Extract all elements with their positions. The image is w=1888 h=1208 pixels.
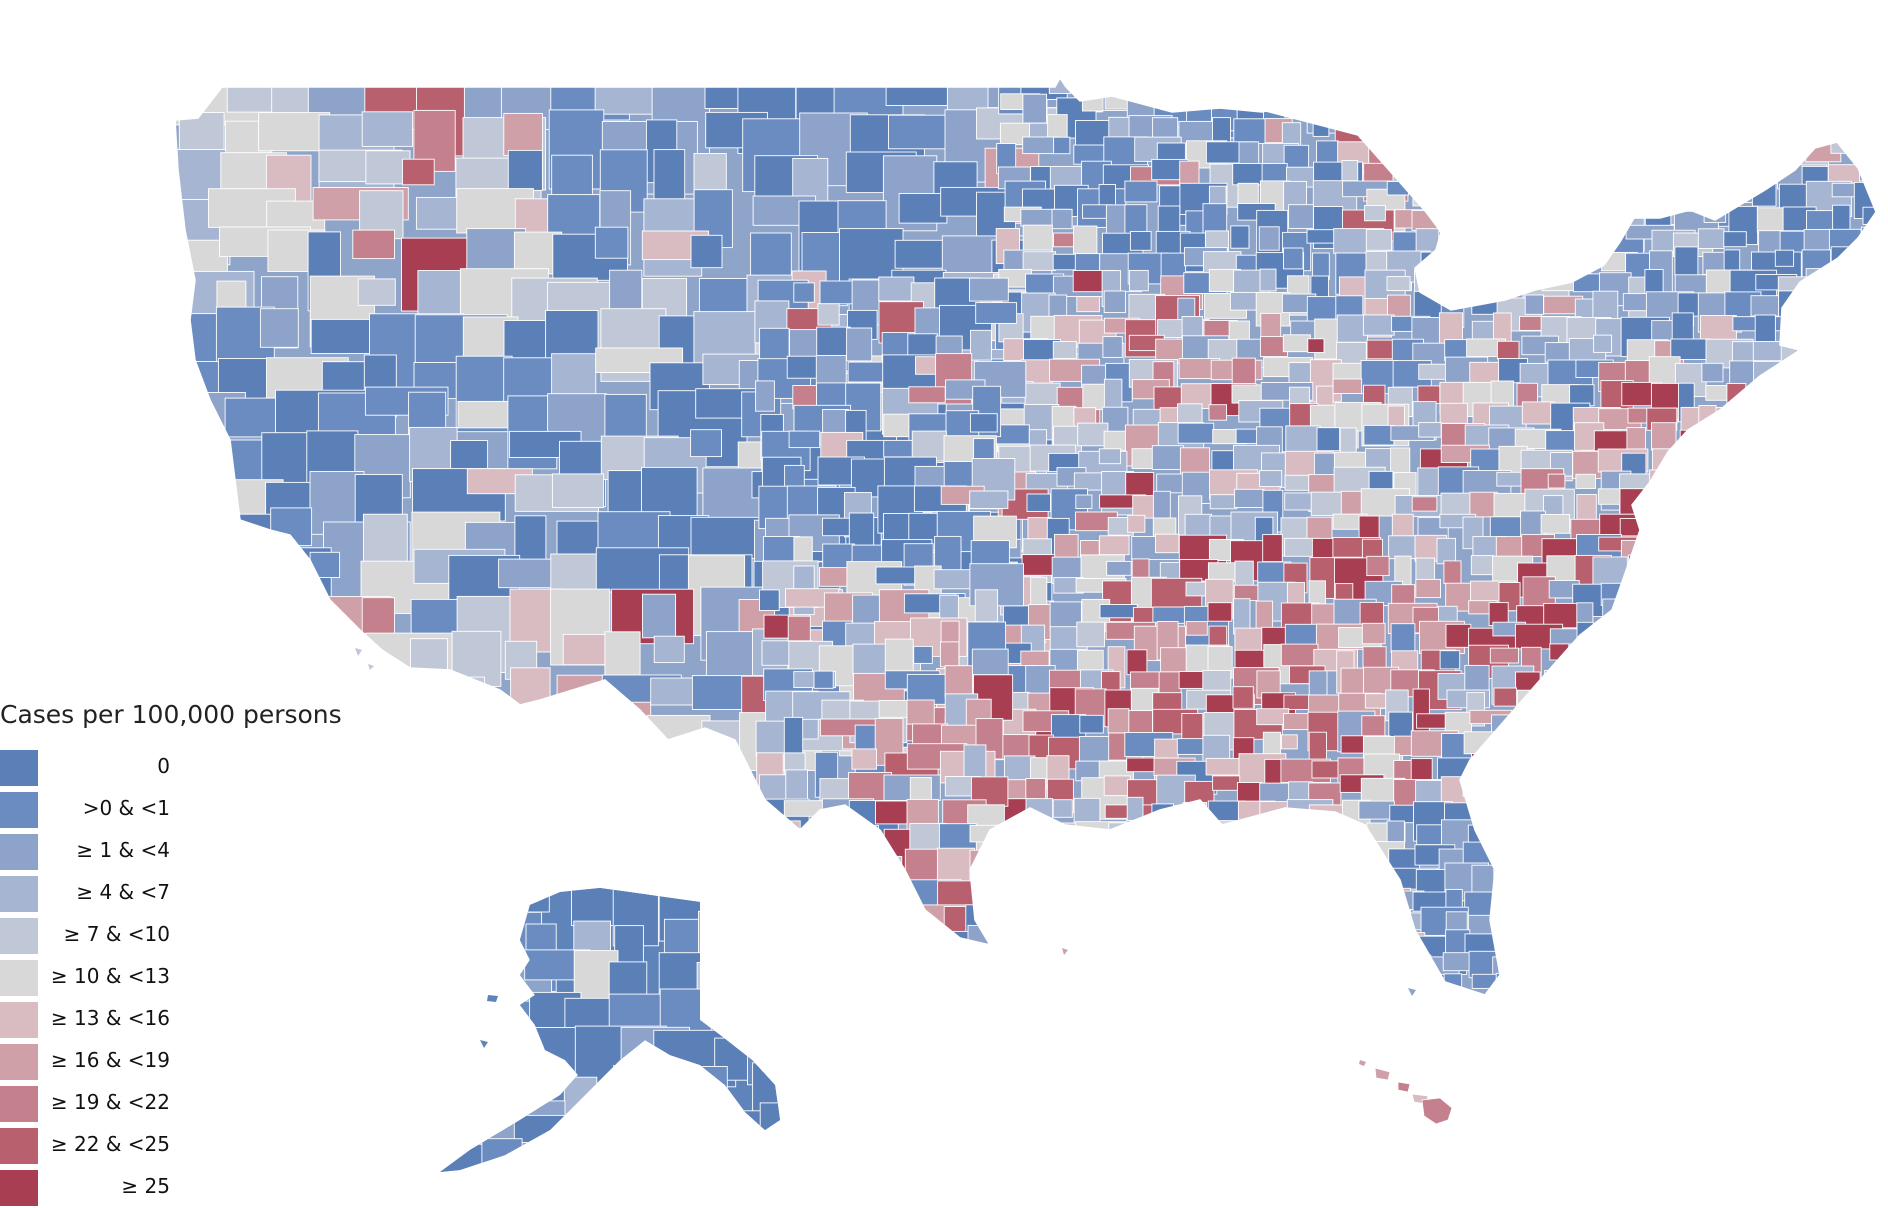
legend-label: ≥ 25 [121,1174,170,1198]
legend-label: 0 [157,754,170,778]
legend-swatch [0,1128,38,1164]
legend-bin-3: ≥ 4 & <7 [0,876,200,912]
legend-swatch [0,1044,38,1080]
legend-bin-6: ≥ 13 & <16 [0,1002,200,1038]
legend-bin-10: ≥ 25 [0,1170,200,1206]
legend-label: >0 & <1 [82,796,170,820]
legend-bin-1: >0 & <1 [0,792,200,828]
legend-label: ≥ 1 & <4 [76,838,170,862]
legend-label: ≥ 22 & <25 [50,1132,170,1156]
legend-label: ≥ 19 & <22 [50,1090,170,1114]
legend-swatch [0,960,38,996]
legend-bin-0: 0 [0,750,200,786]
legend-label: ≥ 13 & <16 [50,1006,170,1030]
legend-swatch [0,1170,38,1206]
legend-bin-5: ≥ 10 & <13 [0,960,200,996]
legend-swatch [0,792,38,828]
legend-label: ≥ 16 & <19 [50,1048,170,1072]
legend-title: Cases per 100,000 persons [0,700,342,729]
legend-swatch [0,834,38,870]
legend-bin-2: ≥ 1 & <4 [0,834,200,870]
legend-bin-8: ≥ 19 & <22 [0,1086,200,1122]
legend-swatch [0,918,38,954]
legend-bin-7: ≥ 16 & <19 [0,1044,200,1080]
legend-label: ≥ 4 & <7 [76,880,170,904]
legend-swatch [0,1002,38,1038]
legend-label: ≥ 7 & <10 [63,922,170,946]
legend-swatch [0,1086,38,1122]
legend-swatch [0,876,38,912]
legend-swatch [0,750,38,786]
legend-bin-4: ≥ 7 & <10 [0,918,200,954]
legend-label: ≥ 10 & <13 [50,964,170,988]
legend-bin-9: ≥ 22 & <25 [0,1128,200,1164]
